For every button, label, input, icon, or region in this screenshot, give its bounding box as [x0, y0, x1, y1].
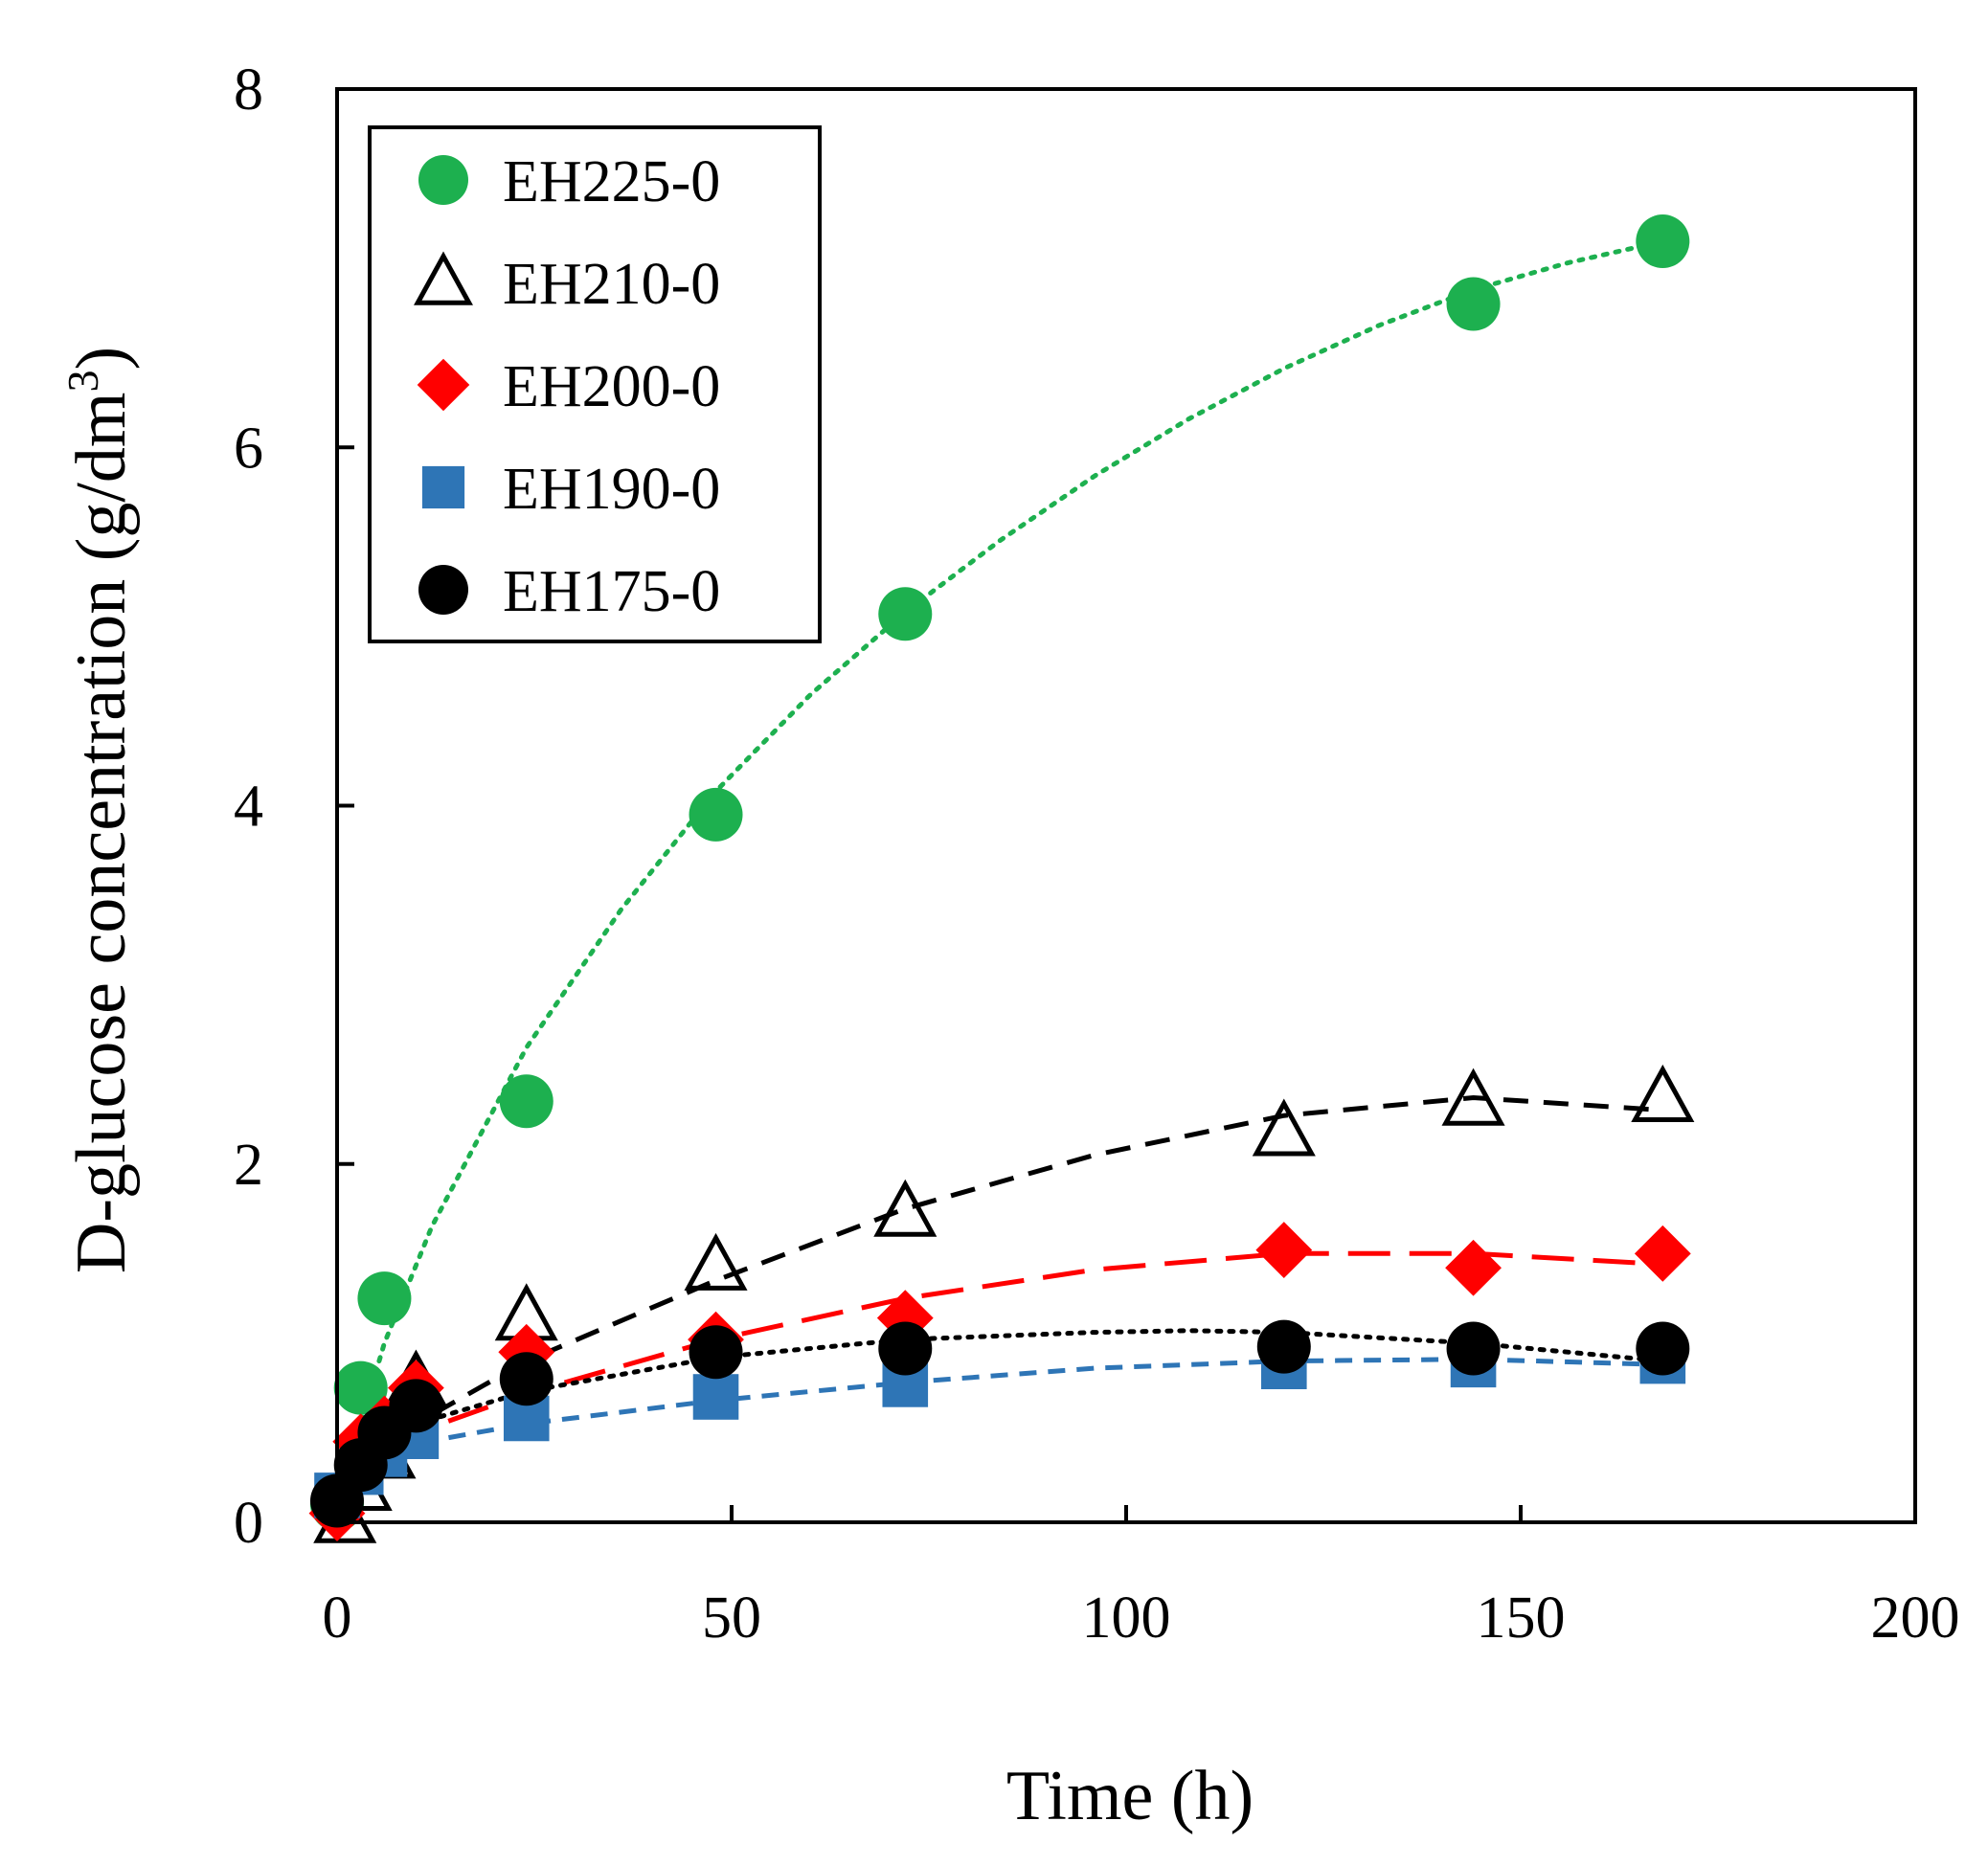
y-tick-label: 4	[234, 775, 263, 840]
data-point	[1634, 1225, 1691, 1282]
tick-labels: 0 50 100 150 200 0 2 4 6 8	[234, 57, 1960, 1651]
fit-line	[335, 1250, 1663, 1474]
data-point	[878, 587, 933, 641]
legend-marker	[417, 358, 470, 412]
x-tick-label: 100	[1082, 1585, 1171, 1651]
data-point	[498, 1323, 555, 1381]
legend-label: EH225-0	[503, 149, 720, 214]
x-tick-label: 150	[1477, 1585, 1566, 1651]
y-tick-label: 8	[234, 57, 263, 123]
fit-line	[335, 1094, 1663, 1489]
data-point	[1256, 1319, 1311, 1374]
data-point	[689, 787, 743, 842]
legend-marker	[414, 251, 473, 305]
legend-label: EH175-0	[503, 559, 720, 624]
y-axis-title-main: D-glucose concentration (g/dm	[62, 393, 141, 1274]
x-tick-label: 200	[1871, 1585, 1960, 1651]
y-axis-title-end: )	[62, 347, 141, 371]
data-point	[389, 1379, 443, 1433]
legend-marker	[421, 465, 465, 509]
data-point	[499, 1074, 553, 1129]
y-axis-title-superscript: 3	[58, 371, 107, 393]
data-point	[357, 1271, 412, 1326]
legend-label: EH190-0	[503, 457, 720, 522]
data-point	[333, 1360, 388, 1415]
fit-line	[334, 1328, 1665, 1462]
data-point	[689, 1325, 743, 1380]
fit-line	[334, 238, 1665, 1507]
data-point	[1252, 1098, 1316, 1157]
x-tick-label: 0	[323, 1585, 352, 1651]
data-point	[1446, 277, 1501, 331]
data-point	[1255, 1222, 1313, 1278]
data-point	[1446, 1321, 1501, 1376]
legend-label: EH210-0	[503, 252, 720, 317]
data-point	[499, 1352, 553, 1406]
y-tick-label: 2	[234, 1133, 263, 1198]
y-axis-title: D-glucose concentration (g/dm3)	[58, 347, 141, 1273]
data-point	[878, 1321, 933, 1376]
data-point	[1636, 214, 1690, 269]
y-tick-label: 0	[234, 1491, 263, 1556]
data-point	[1631, 1064, 1695, 1122]
x-tick-label: 50	[702, 1585, 761, 1651]
legend-marker	[418, 155, 468, 205]
x-axis-title: Time (h)	[1006, 1757, 1254, 1835]
data-point	[692, 1374, 739, 1420]
data-point	[1445, 1239, 1502, 1296]
y-tick-label: 6	[234, 416, 263, 481]
data-point	[684, 1232, 748, 1291]
legend: EH225-0 EH210-0 EH200-0 EH190-0 EH175-0	[368, 125, 822, 643]
data-point	[1636, 1321, 1690, 1376]
legend-marker	[418, 565, 468, 615]
data-point	[873, 1179, 938, 1237]
data-point	[1441, 1068, 1505, 1126]
axis-ticks	[335, 87, 1917, 1524]
legend-label: EH200-0	[503, 354, 720, 419]
